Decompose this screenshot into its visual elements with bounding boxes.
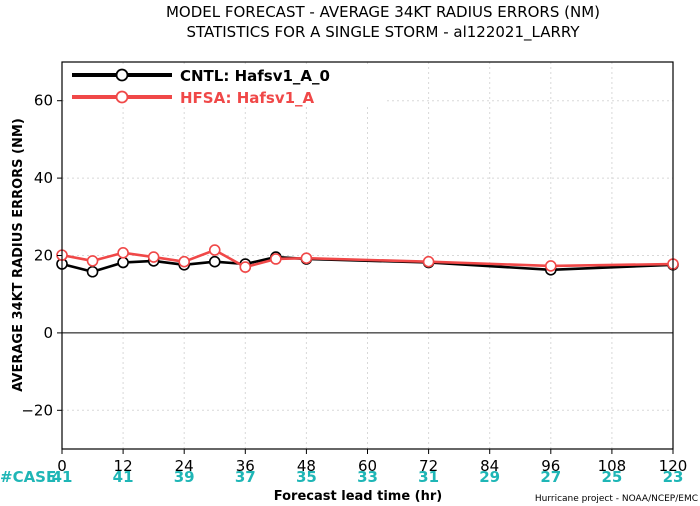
chart-title-line2: STATISTICS FOR A SINGLE STORM - al122021…: [186, 23, 580, 42]
y-tick-label-0: 0: [43, 324, 53, 342]
x-tick-label-72: 72: [419, 457, 438, 475]
credit-text: Hurricane project - NOAA/NCEP/EMC: [535, 494, 698, 504]
series-1-point-30: [208, 244, 221, 256]
x-tick-label-24: 24: [175, 457, 194, 475]
legend-marker-hfsa: [115, 90, 129, 104]
series-1-point-42: [270, 253, 282, 265]
legend-item-hfsa: HFSA: Hafsv1_A: [72, 89, 315, 107]
series-1-point-6: [86, 255, 99, 267]
case-count-120: 23: [663, 468, 684, 486]
series-1-point-72: [422, 255, 435, 268]
series-1-point-12: [117, 246, 129, 259]
case-count-24: 39: [174, 468, 195, 486]
legend-label-hfsa: HFSA: Hafsv1_A: [180, 89, 315, 107]
x-tick-label-120: 120: [659, 457, 688, 475]
case-count-12: 41: [113, 468, 134, 486]
series-0-point-30: [208, 255, 221, 268]
case-label: #CASE: [0, 468, 56, 486]
series-1-point-96: [544, 260, 557, 272]
legend-label-cntl: CNTL: Hafsv1_A_0: [180, 67, 330, 85]
case-count-36: 37: [235, 468, 256, 486]
case-count-0: 41: [52, 468, 73, 486]
case-count-84: 29: [479, 468, 500, 486]
x-axis-ticks: 0 12 24 36 48 60 72 84 96 108 120: [57, 449, 687, 475]
y-tick-label-40: 40: [34, 169, 53, 187]
x-axis-label: Forecast lead time (hr): [274, 489, 442, 504]
x-tick-label-84: 84: [480, 457, 499, 475]
case-count-60: 33: [357, 468, 378, 486]
series-1-point-48: [300, 252, 313, 265]
case-counts: 41 41 39 37 35 33 31 29 27 25 23: [52, 468, 684, 486]
series-1-point-18: [147, 251, 160, 263]
y-tick-label-20: 20: [34, 247, 53, 265]
x-tick-label-96: 96: [541, 457, 560, 475]
series-0-point-6: [86, 265, 99, 278]
series-1-point-36: [239, 261, 252, 273]
series-0-point-12: [117, 256, 129, 269]
x-tick-label-60: 60: [358, 457, 377, 475]
case-count-72: 31: [418, 468, 439, 486]
x-tick-label-108: 108: [598, 457, 627, 475]
y-axis-ticks: −20 0 20 40 60: [21, 92, 62, 419]
series-1: [56, 244, 679, 273]
y-tick-label-60: 60: [34, 92, 53, 110]
x-tick-label-0: 0: [57, 457, 67, 475]
case-count-108: 25: [601, 468, 622, 486]
case-count-96: 27: [540, 468, 561, 486]
y-axis-label: AVERAGE 34KT RADIUS ERRORS (NM): [11, 118, 26, 392]
case-count-48: 35: [296, 468, 317, 486]
series-layer: [56, 244, 679, 278]
x-tick-label-12: 12: [114, 457, 133, 475]
y-tick-label--20: −20: [21, 401, 53, 419]
legend-marker-cntl: [115, 68, 129, 82]
x-tick-label-48: 48: [297, 457, 316, 475]
chart-title-line1: MODEL FORECAST - AVERAGE 34KT RADIUS ERR…: [166, 3, 600, 21]
x-tick-label-36: 36: [236, 457, 255, 475]
legend-item-cntl: CNTL: Hafsv1_A_0: [72, 67, 330, 85]
legend: CNTL: Hafsv1_A_0 HFSA: Hafsv1_A: [66, 64, 386, 107]
series-1-point-24: [178, 255, 190, 268]
